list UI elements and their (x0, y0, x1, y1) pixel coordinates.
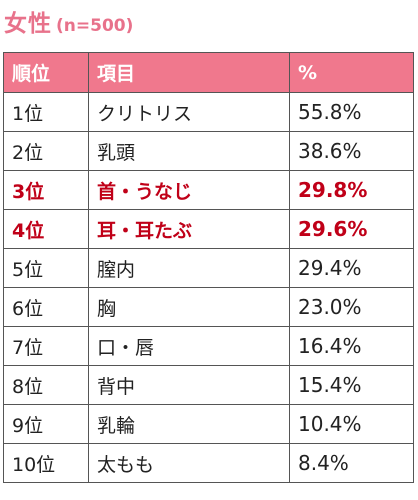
title-main: 女性 (4, 11, 52, 37)
table-row: 2位 乳頭 38.6% (3, 131, 414, 171)
item-cell: 耳・耳たぶ (88, 209, 290, 249)
item-cell: 乳頭 (88, 131, 290, 171)
rank-cell: 3位 (3, 170, 89, 210)
item-cell: 膣内 (88, 248, 290, 288)
item-cell: 首・うなじ (88, 170, 290, 210)
item-cell: 胸 (88, 287, 290, 327)
percent-cell: 8.4% (289, 443, 414, 483)
table-row: 5位 膣内 29.4% (3, 248, 414, 288)
table-body: 1位 クリトリス 55.8% 2位 乳頭 38.6% 3位 首・うなじ 29.8… (3, 92, 414, 483)
rank-cell: 2位 (3, 131, 89, 171)
item-cell: 背中 (88, 365, 290, 405)
table-row: 8位 背中 15.4% (3, 365, 414, 405)
table-row: 4位 耳・耳たぶ 29.6% (3, 209, 414, 249)
rank-cell: 4位 (3, 209, 89, 249)
percent-cell: 29.6% (289, 209, 414, 249)
ranking-table: 順位 項目 % 1位 クリトリス 55.8% 2位 乳頭 38.6% 3位 首・… (3, 52, 414, 483)
item-cell: 乳輪 (88, 404, 290, 444)
header-rank: 順位 (3, 52, 89, 93)
table-row: 6位 胸 23.0% (3, 287, 414, 327)
header-item: 項目 (88, 52, 290, 93)
percent-cell: 23.0% (289, 287, 414, 327)
percent-cell: 15.4% (289, 365, 414, 405)
percent-cell: 29.8% (289, 170, 414, 210)
rank-cell: 10位 (3, 443, 89, 483)
percent-cell: 38.6% (289, 131, 414, 171)
percent-cell: 10.4% (289, 404, 414, 444)
percent-cell: 16.4% (289, 326, 414, 366)
title-sample-size: (n=500) (56, 16, 134, 36)
rank-cell: 7位 (3, 326, 89, 366)
rank-cell: 9位 (3, 404, 89, 444)
table-header-row: 順位 項目 % (3, 52, 414, 93)
table-row: 3位 首・うなじ 29.8% (3, 170, 414, 210)
item-cell: 口・唇 (88, 326, 290, 366)
rank-cell: 5位 (3, 248, 89, 288)
header-percent: % (289, 52, 414, 93)
item-cell: クリトリス (88, 92, 290, 132)
table-row: 9位 乳輪 10.4% (3, 404, 414, 444)
rank-cell: 8位 (3, 365, 89, 405)
rank-cell: 6位 (3, 287, 89, 327)
table-row: 1位 クリトリス 55.8% (3, 92, 414, 132)
percent-cell: 29.4% (289, 248, 414, 288)
table-row: 10位 太もも 8.4% (3, 443, 414, 483)
percent-cell: 55.8% (289, 92, 414, 132)
item-cell: 太もも (88, 443, 290, 483)
rank-cell: 1位 (3, 92, 89, 132)
table-row: 7位 口・唇 16.4% (3, 326, 414, 366)
page-title: 女性 (n=500) (4, 10, 133, 38)
